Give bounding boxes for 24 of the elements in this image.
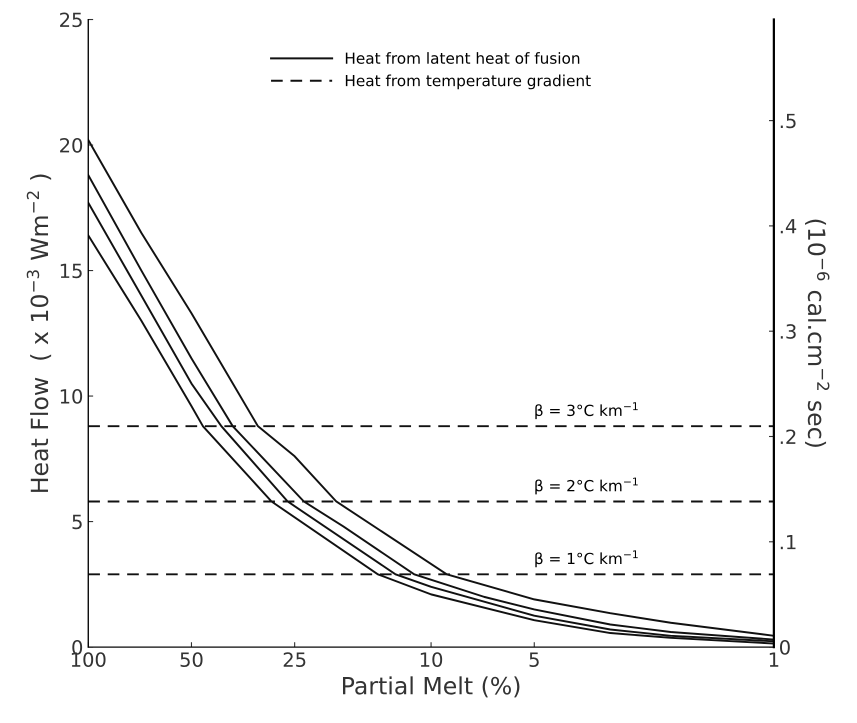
x-tick-label: 25 [284, 652, 306, 667]
y2-tick-label: .2 [780, 429, 796, 444]
legend-label: Heat from temperature gradient [346, 74, 591, 90]
x-tick-label: 50 [180, 652, 203, 667]
x-axis-title: Partial Melt (%) [343, 676, 520, 698]
y2-tick-label: .1 [780, 535, 796, 550]
legend-label: Heat from latent heat of fusion [346, 52, 580, 64]
y2-tick-label: .4 [780, 219, 796, 234]
y-axis-title: Heat Flow ( x 10$^{−3}$ Wm$^{−2}$ ) [26, 174, 52, 492]
y2-axis-title: (10$^{−6}$ cal.cm$^{−2}$ sec) [805, 220, 830, 447]
x-tick-label: 5 [530, 652, 539, 667]
annotation: β = 3°C km$^{−1}$ [535, 402, 638, 420]
y-tick-label: 5 [72, 514, 82, 530]
y2-tick-label: .5 [780, 114, 796, 128]
y2-tick-label: 0 [780, 640, 790, 655]
x-tick-label: 10 [420, 652, 442, 667]
y-tick-label: 10 [60, 389, 82, 404]
y-tick-label: 20 [60, 138, 82, 153]
y-tick-label: 25 [60, 12, 82, 28]
annotation: β = 1°C km$^{−1}$ [535, 550, 638, 568]
y-tick-label: 15 [60, 264, 82, 278]
x-tick-label: 1 [770, 652, 778, 667]
annotation: β = 2°C km$^{−1}$ [535, 478, 638, 494]
y2-tick-label: .3 [780, 324, 796, 339]
